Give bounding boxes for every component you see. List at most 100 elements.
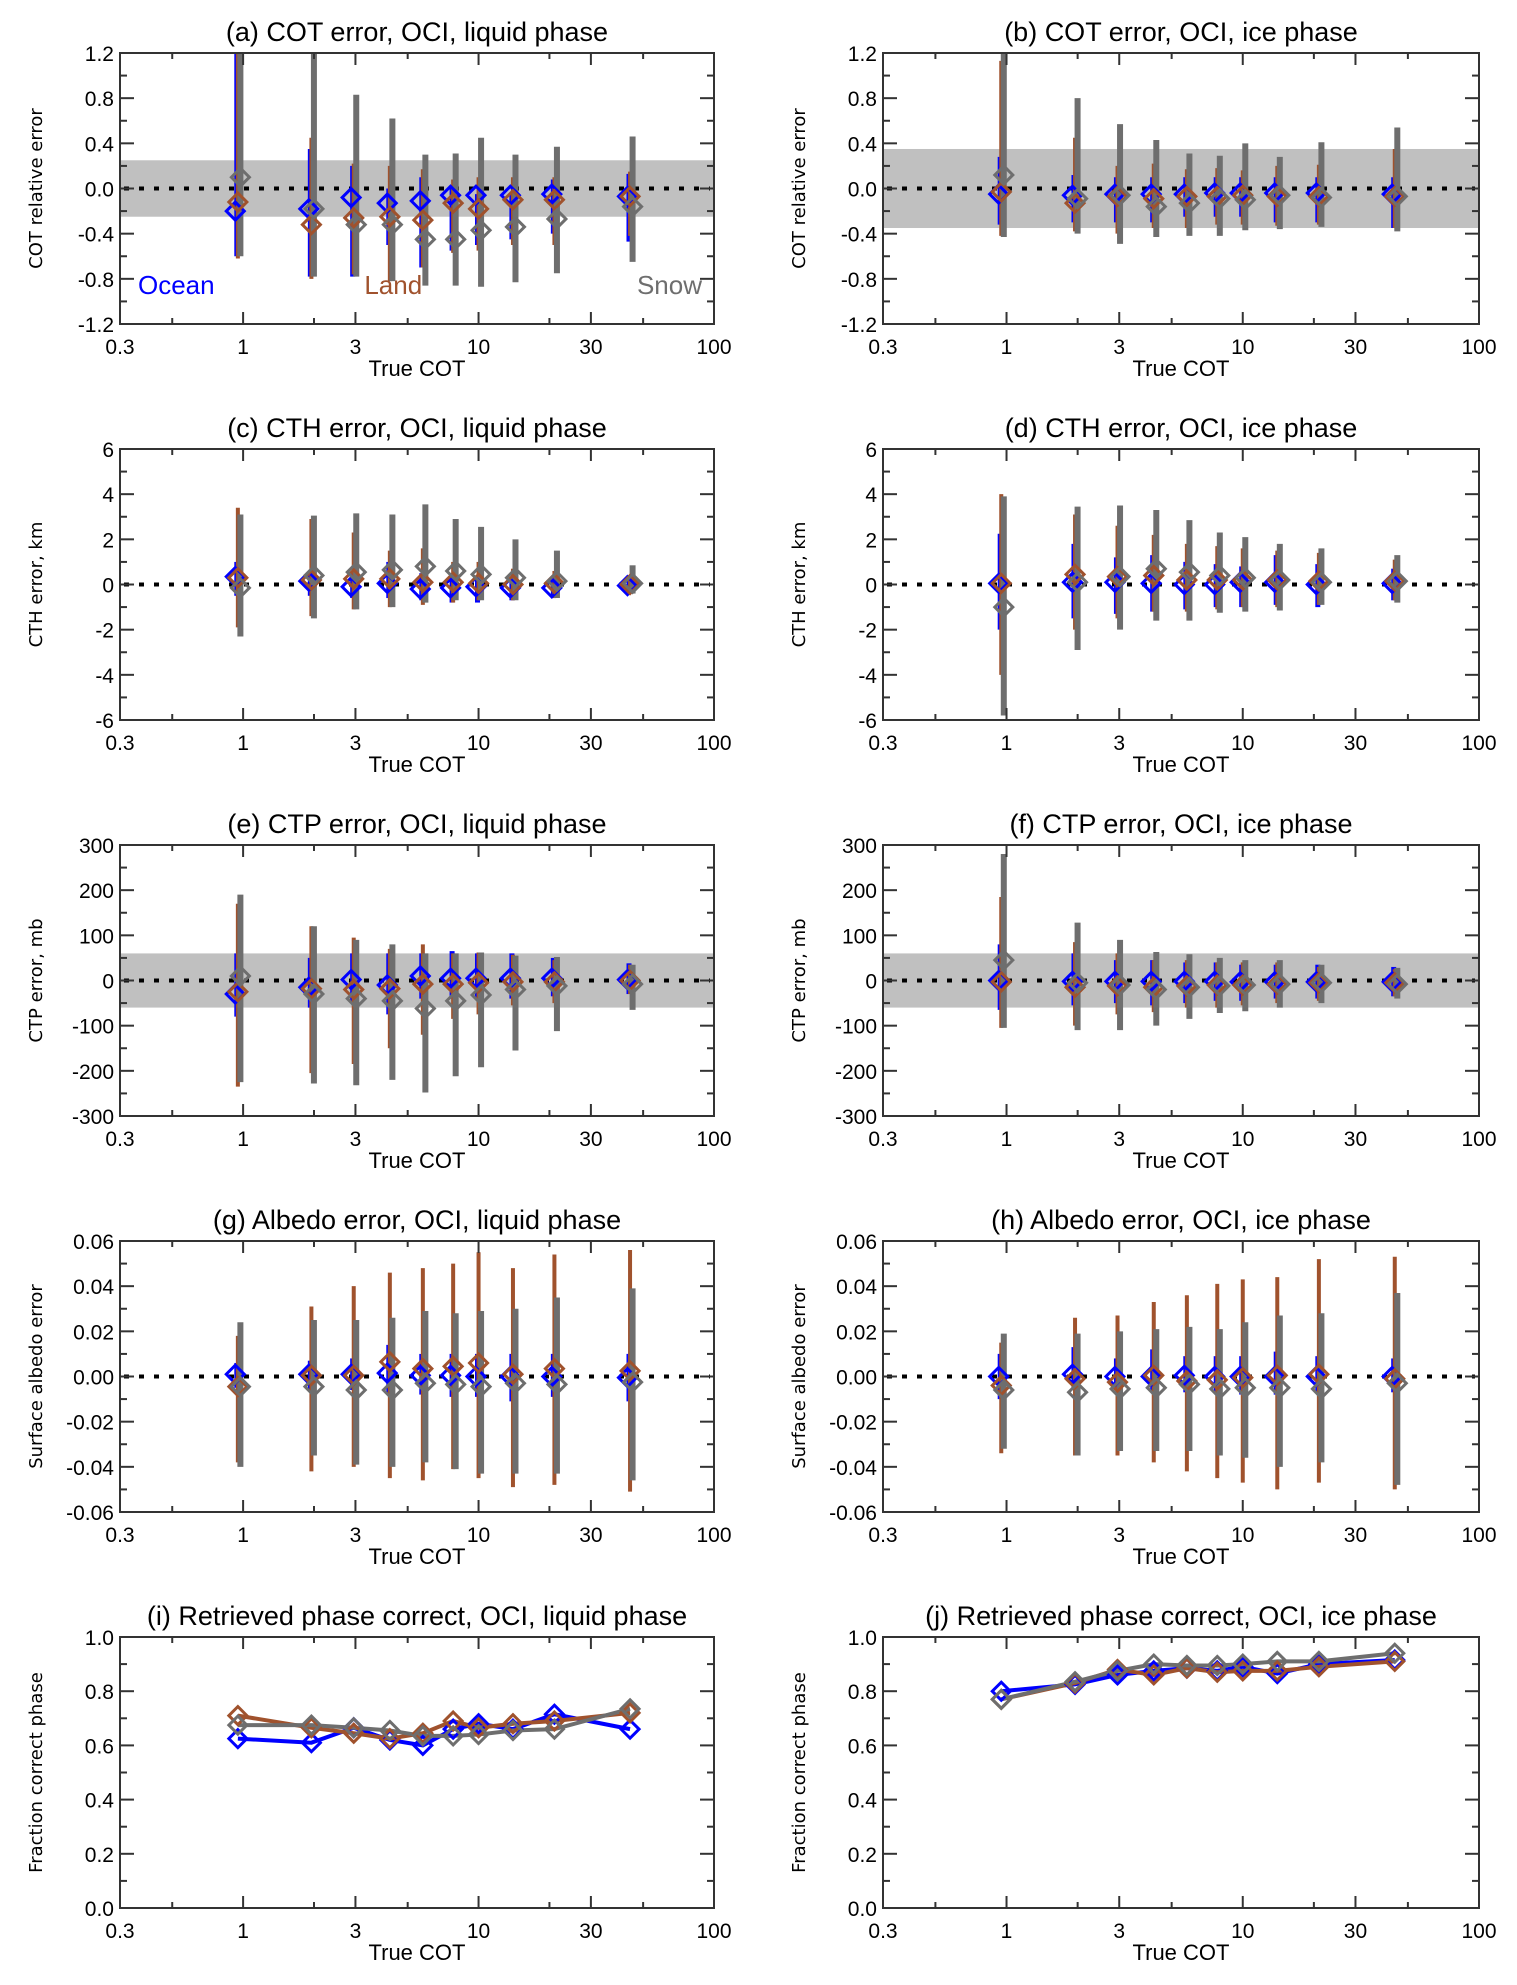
panel-title: (f) CTP error, OCI, ice phase (1009, 809, 1352, 839)
data-point (1063, 563, 1087, 586)
data-point (444, 1373, 467, 1396)
x-tick-label: 30 (1344, 732, 1367, 755)
data-point (302, 564, 326, 587)
x-tick-label: 0.3 (105, 732, 134, 755)
y-tick-label: -200 (835, 1061, 877, 1084)
data-point (504, 1372, 527, 1395)
y-tick-label: 0.0 (85, 179, 114, 202)
y-tick-label: -1.2 (78, 314, 114, 337)
x-axis: 0.3 1 3 10 30 100 True COT (105, 845, 732, 1173)
y-axis-label: CTH error, km (789, 522, 810, 648)
panel-title: (c) CTH error, OCI, liquid phase (227, 413, 607, 443)
data-point (444, 228, 467, 251)
data-point (990, 572, 1013, 595)
x-tick-label: 100 (696, 1128, 731, 1151)
panel-i: (i) Retrieved phase correct, OCI, liquid… (26, 1601, 732, 1965)
plot-frame (119, 1636, 715, 1909)
data-point (342, 1716, 365, 1739)
y-tick-label: 0 (102, 971, 114, 994)
y-axis: -1.2 -0.8 -0.4 0.0 0.4 0.8 1.2 COT relative err… (26, 43, 714, 337)
data-point (1307, 1650, 1331, 1673)
data-point (1106, 1659, 1129, 1682)
x-tick-label: 1 (237, 732, 249, 755)
x-tick-label: 3 (350, 1128, 362, 1151)
series-snow-errorbars (237, 1288, 636, 1481)
series-snow-markers (229, 964, 644, 1020)
series-snow-markers (229, 555, 644, 600)
x-tick-label: 10 (1231, 336, 1254, 359)
y-axis-label: Surface albedo error (789, 1284, 810, 1469)
y-tick-label: -0.4 (78, 224, 115, 247)
data-point (990, 970, 1013, 993)
y-tick-label: 0.2 (848, 1844, 877, 1867)
x-tick-label: 3 (1113, 732, 1125, 755)
x-tick-label: 30 (1344, 1524, 1367, 1547)
data-point (1266, 1662, 1289, 1685)
data-point (340, 186, 363, 209)
x-tick-label: 100 (1461, 732, 1496, 755)
y-tick-label: -0.8 (841, 269, 877, 292)
data-point (302, 982, 326, 1006)
data-point (1178, 1373, 1201, 1396)
y-axis: -0.06 -0.04 -0.02 0.00 0.02 0.04 0.06 Surface a… (789, 1231, 1479, 1525)
data-point (990, 180, 1013, 204)
x-tick-label: 3 (1113, 1524, 1125, 1547)
data-point (300, 1364, 323, 1387)
x-tick-label: 3 (350, 732, 362, 755)
data-point (300, 213, 323, 236)
data-point (444, 989, 467, 1012)
data-point (1066, 571, 1089, 594)
x-tick-label: 30 (1344, 1128, 1367, 1151)
data-point (467, 1712, 490, 1735)
data-point (229, 166, 252, 189)
x-axis: 0.3 1 3 10 30 100 True COT (868, 1241, 1497, 1569)
y-tick-label: -300 (835, 1106, 877, 1129)
panel-a: (a) COT error, OCI, liquid phase 0.3 1 3 10 3… (26, 17, 732, 381)
data-point (1140, 970, 1163, 993)
data-point (1206, 1368, 1229, 1392)
data-point (467, 1716, 490, 1739)
x-tick-label: 30 (579, 1920, 602, 1943)
x-tick-label: 10 (467, 732, 490, 755)
y-tick-label: 0.4 (848, 1790, 878, 1813)
x-axis-label: True COT (1133, 1148, 1230, 1173)
x-tick-label: 100 (1461, 1128, 1496, 1151)
data-point (1266, 1650, 1289, 1673)
data-point (1266, 1364, 1289, 1387)
panel-title: (h) Albedo error, OCI, ice phase (991, 1205, 1371, 1235)
x-tick-label: 1 (237, 1524, 249, 1547)
x-tick-label: 10 (1231, 1524, 1254, 1547)
panel-title: (g) Albedo error, OCI, liquid phase (213, 1205, 621, 1235)
y-tick-label: 0.4 (85, 1790, 115, 1813)
y-tick-label: 0.00 (836, 1367, 877, 1390)
y-tick-label: 0 (865, 971, 877, 994)
data-point (618, 185, 642, 208)
data-point (992, 163, 1015, 187)
x-tick-label: 30 (579, 732, 602, 755)
data-point (342, 206, 365, 229)
data-point (1383, 1642, 1406, 1665)
uncertainty-band (883, 953, 1479, 1008)
panel-b: (b) COT error, OCI, ice phase 0.3 1 3 10 30 10… (789, 17, 1497, 381)
data-point (1266, 568, 1289, 592)
y-axis: -6 -4 -2 0 2 4 6 CTH error, km (789, 439, 1479, 733)
y-tick-label: 1.0 (848, 1627, 877, 1650)
y-tick-label: 0.04 (836, 1276, 877, 1299)
series-snow-errorbars (1000, 1292, 1401, 1485)
panel-title: (b) COT error, OCI, ice phase (1004, 17, 1358, 47)
data-point (621, 1371, 644, 1394)
y-axis-label: CTP error, mb (789, 918, 810, 1042)
series-ocean-errorbars (234, 1344, 632, 1402)
data-point (1145, 195, 1168, 218)
data-point (1103, 571, 1127, 594)
data-point (469, 219, 493, 242)
data-point (1142, 187, 1165, 210)
x-tick-label: 0.3 (868, 336, 897, 359)
data-point (226, 1375, 249, 1398)
x-axis-label: True COT (369, 356, 466, 381)
data-point (1208, 564, 1231, 587)
x-axis-label: True COT (369, 1544, 466, 1569)
data-point (1175, 1654, 1198, 1677)
data-point (501, 1719, 525, 1742)
